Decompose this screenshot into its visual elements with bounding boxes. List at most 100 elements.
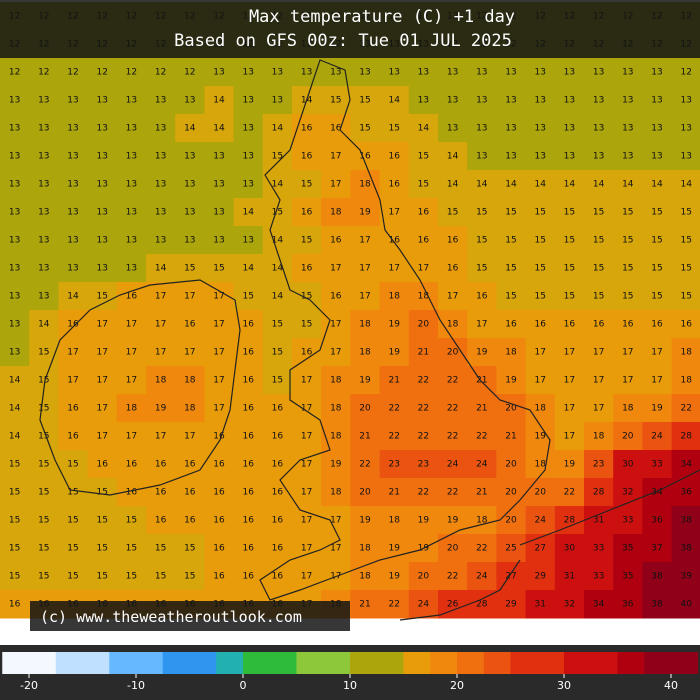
- temperature-cell: [408, 478, 439, 507]
- temperature-cell: [584, 394, 614, 423]
- temperature-cell: [379, 198, 410, 227]
- temperature-value: 22: [388, 404, 399, 414]
- temperature-cell: [29, 170, 59, 199]
- colorbar-tick-label: 30: [557, 679, 571, 692]
- temperature-cell: [175, 422, 205, 451]
- temperature-cell: [379, 422, 410, 451]
- temperature-cell: [262, 58, 293, 87]
- temperature-cell: [613, 58, 643, 87]
- temperature-value: 15: [38, 348, 49, 358]
- temperature-value: 15: [593, 292, 604, 302]
- temperature-cell: [671, 254, 700, 283]
- temperature-value: 15: [126, 572, 137, 582]
- temperature-value: 15: [272, 320, 283, 330]
- temperature-value: 13: [447, 96, 458, 106]
- temperature-cell: [613, 506, 643, 535]
- title-bar: [0, 0, 700, 58]
- temperature-value: 17: [96, 320, 107, 330]
- temperature-value: 15: [96, 516, 107, 526]
- temperature-cell: [58, 170, 89, 199]
- temperature-cell: [467, 562, 497, 591]
- temperature-cell: [613, 86, 643, 115]
- temperature-cell: [29, 282, 59, 311]
- temperature-value: 15: [301, 292, 312, 302]
- temperature-cell: [350, 282, 381, 311]
- temperature-value: 13: [155, 208, 166, 218]
- temperature-cell: [554, 114, 585, 143]
- temperature-value: 13: [67, 96, 78, 106]
- temperature-cell: [175, 562, 205, 591]
- temperature-cell: [87, 366, 118, 395]
- temperature-cell: [467, 86, 497, 115]
- temperature-cell: [496, 394, 527, 423]
- temperature-value: 16: [9, 600, 21, 610]
- temperature-value: 13: [9, 264, 20, 274]
- temperature-cell: [438, 114, 468, 143]
- copyright: (c) www.theweatheroutlook.com: [40, 608, 302, 626]
- temperature-value: 13: [67, 208, 78, 218]
- temperature-cell: [642, 198, 673, 227]
- temperature-cell: [116, 170, 147, 199]
- temperature-cell: [116, 338, 147, 367]
- colorbar-swatch: [350, 652, 378, 674]
- temperature-cell: [262, 254, 293, 283]
- temperature-value: 13: [38, 124, 49, 134]
- temperature-value: 15: [272, 376, 283, 386]
- temperature-cell: [58, 58, 89, 87]
- temperature-value: 13: [476, 124, 487, 134]
- temperature-value: 13: [38, 236, 49, 246]
- temperature-cell: [262, 114, 293, 143]
- temperature-value: 18: [330, 432, 342, 442]
- colorbar-swatch: [243, 652, 271, 674]
- temperature-value: 16: [242, 516, 254, 526]
- temperature-cell: [613, 254, 643, 283]
- temperature-cell: [321, 478, 351, 507]
- temperature-cell: [613, 450, 643, 479]
- temperature-cell: [613, 226, 643, 255]
- temperature-cell: [525, 534, 556, 563]
- temperature-cell: [87, 198, 118, 227]
- temperature-value: 15: [272, 208, 283, 218]
- temperature-value: 13: [9, 348, 20, 358]
- temperature-value: 13: [96, 124, 107, 134]
- temperature-value: 16: [272, 432, 284, 442]
- temperature-value: 12: [184, 68, 195, 78]
- temperature-cell: [204, 394, 235, 423]
- temperature-value: 17: [622, 376, 633, 386]
- temperature-value: 17: [418, 264, 429, 274]
- temperature-cell: [350, 422, 381, 451]
- temperature-cell: [584, 338, 614, 367]
- temperature-cell: [584, 310, 614, 339]
- temperature-cell: [233, 226, 264, 255]
- colorbar-swatch: [136, 652, 164, 674]
- temperature-value: 15: [38, 376, 49, 386]
- temperature-cell: [496, 310, 527, 339]
- temperature-cell: [0, 366, 30, 395]
- temperature-value: 18: [155, 376, 167, 386]
- temperature-value: 19: [388, 544, 400, 554]
- temperature-cell: [233, 422, 264, 451]
- temperature-value: 15: [534, 208, 545, 218]
- temperature-cell: [321, 170, 351, 199]
- temperature-cell: [116, 254, 147, 283]
- temperature-cell: [584, 366, 614, 395]
- temperature-value: 17: [96, 404, 107, 414]
- temperature-cell: [146, 310, 176, 339]
- temperature-cell: [408, 366, 439, 395]
- colorbar-swatch: [269, 652, 297, 674]
- temperature-cell: [29, 226, 59, 255]
- temperature-cell: [438, 86, 468, 115]
- temperature-value: 15: [9, 460, 20, 470]
- temperature-value: 15: [9, 516, 20, 526]
- temperature-cell: [671, 366, 700, 395]
- temperature-cell: [175, 254, 205, 283]
- temperature-cell: [0, 422, 30, 451]
- colorbar-swatch: [29, 652, 57, 674]
- temperature-cell: [175, 226, 205, 255]
- temperature-cell: [467, 310, 497, 339]
- temperature-cell: [408, 394, 439, 423]
- temperature-value: 22: [447, 404, 458, 414]
- temperature-value: 17: [330, 516, 341, 526]
- temperature-value: 18: [184, 404, 196, 414]
- temperature-value: 35: [622, 572, 633, 582]
